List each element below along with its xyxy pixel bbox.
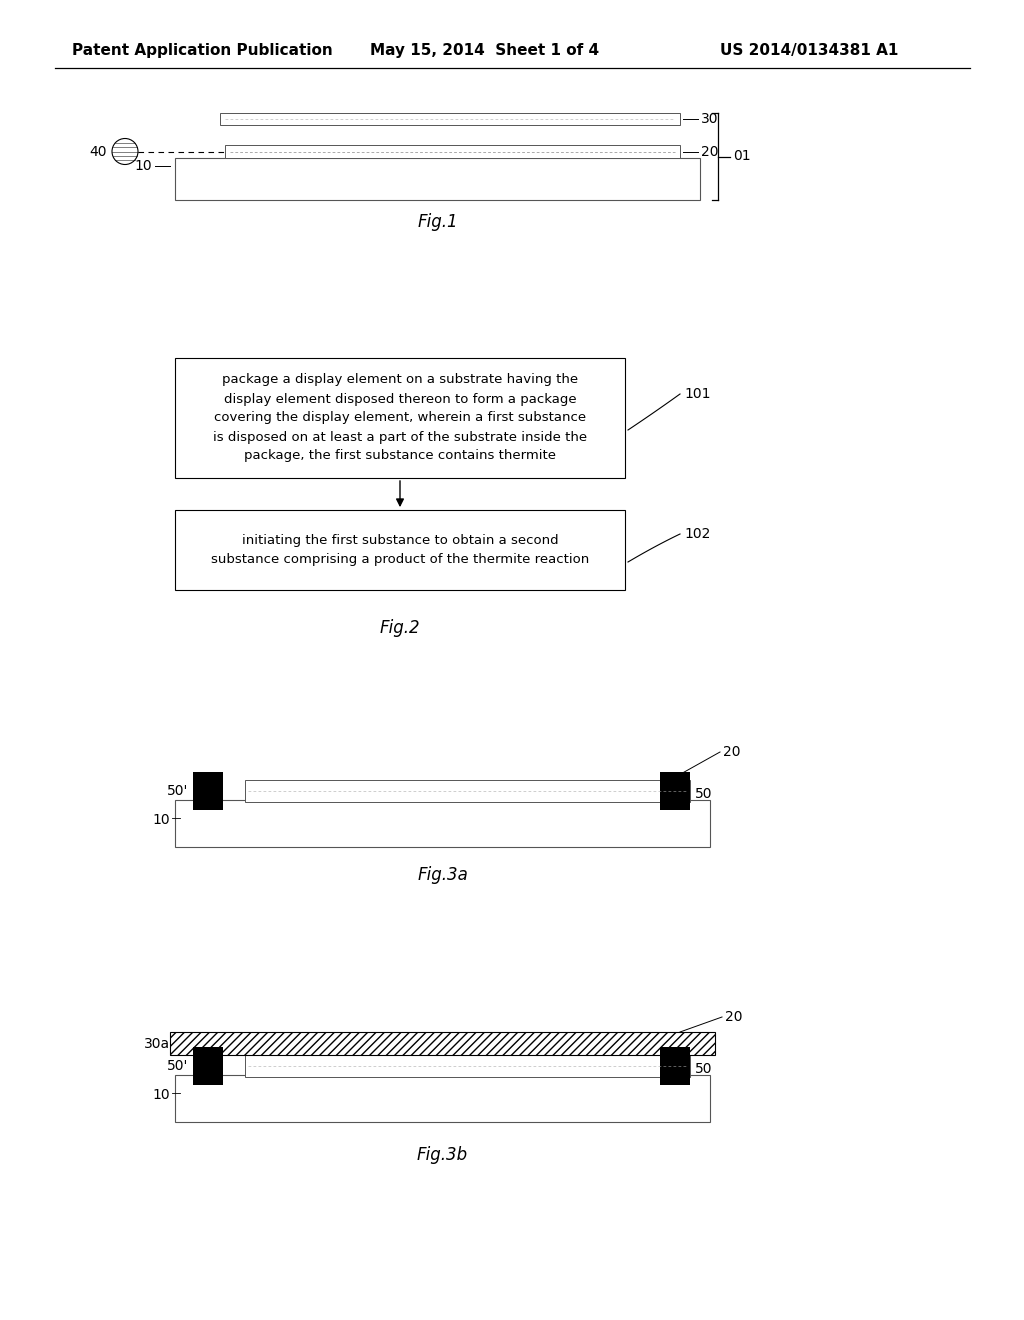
Bar [245, 780, 690, 803]
Bar [193, 1047, 223, 1085]
Text: 10: 10 [134, 158, 152, 173]
Bar [175, 1074, 710, 1122]
Bar [175, 800, 710, 847]
Bar [175, 510, 625, 590]
Text: 20: 20 [725, 1010, 742, 1024]
Bar [175, 358, 625, 478]
Text: 20: 20 [723, 744, 740, 759]
Text: 10: 10 [153, 813, 170, 828]
Bar [660, 772, 690, 810]
Text: Fig.3b: Fig.3b [417, 1146, 468, 1164]
Text: 30a: 30a [144, 1036, 170, 1051]
Bar [170, 1032, 715, 1055]
Text: initiating the first substance to obtain a second
substance comprising a product: initiating the first substance to obtain… [211, 535, 589, 566]
Text: 30: 30 [701, 112, 719, 125]
Text: 50': 50' [167, 1059, 188, 1073]
Bar [660, 1047, 690, 1085]
Text: US 2014/0134381 A1: US 2014/0134381 A1 [720, 42, 898, 58]
Bar [220, 114, 680, 125]
Bar [225, 145, 680, 158]
Text: 01: 01 [733, 149, 751, 164]
Text: 10: 10 [153, 1088, 170, 1102]
Text: Fig.3a: Fig.3a [417, 866, 468, 884]
Bar [193, 772, 223, 810]
Text: package a display element on a substrate having the
display element disposed the: package a display element on a substrate… [213, 374, 587, 462]
Text: May 15, 2014  Sheet 1 of 4: May 15, 2014 Sheet 1 of 4 [370, 42, 599, 58]
Text: 40: 40 [89, 144, 106, 158]
Text: 101: 101 [684, 387, 711, 401]
Text: Fig.2: Fig.2 [380, 619, 420, 638]
Text: 50: 50 [695, 1063, 713, 1076]
Text: 102: 102 [684, 527, 711, 541]
Bar [175, 158, 700, 201]
Text: 20: 20 [701, 144, 719, 158]
Text: Fig.1: Fig.1 [417, 213, 458, 231]
Text: 50: 50 [695, 787, 713, 801]
Bar [245, 1055, 690, 1077]
Text: Patent Application Publication: Patent Application Publication [72, 42, 333, 58]
Text: 50': 50' [167, 784, 188, 799]
